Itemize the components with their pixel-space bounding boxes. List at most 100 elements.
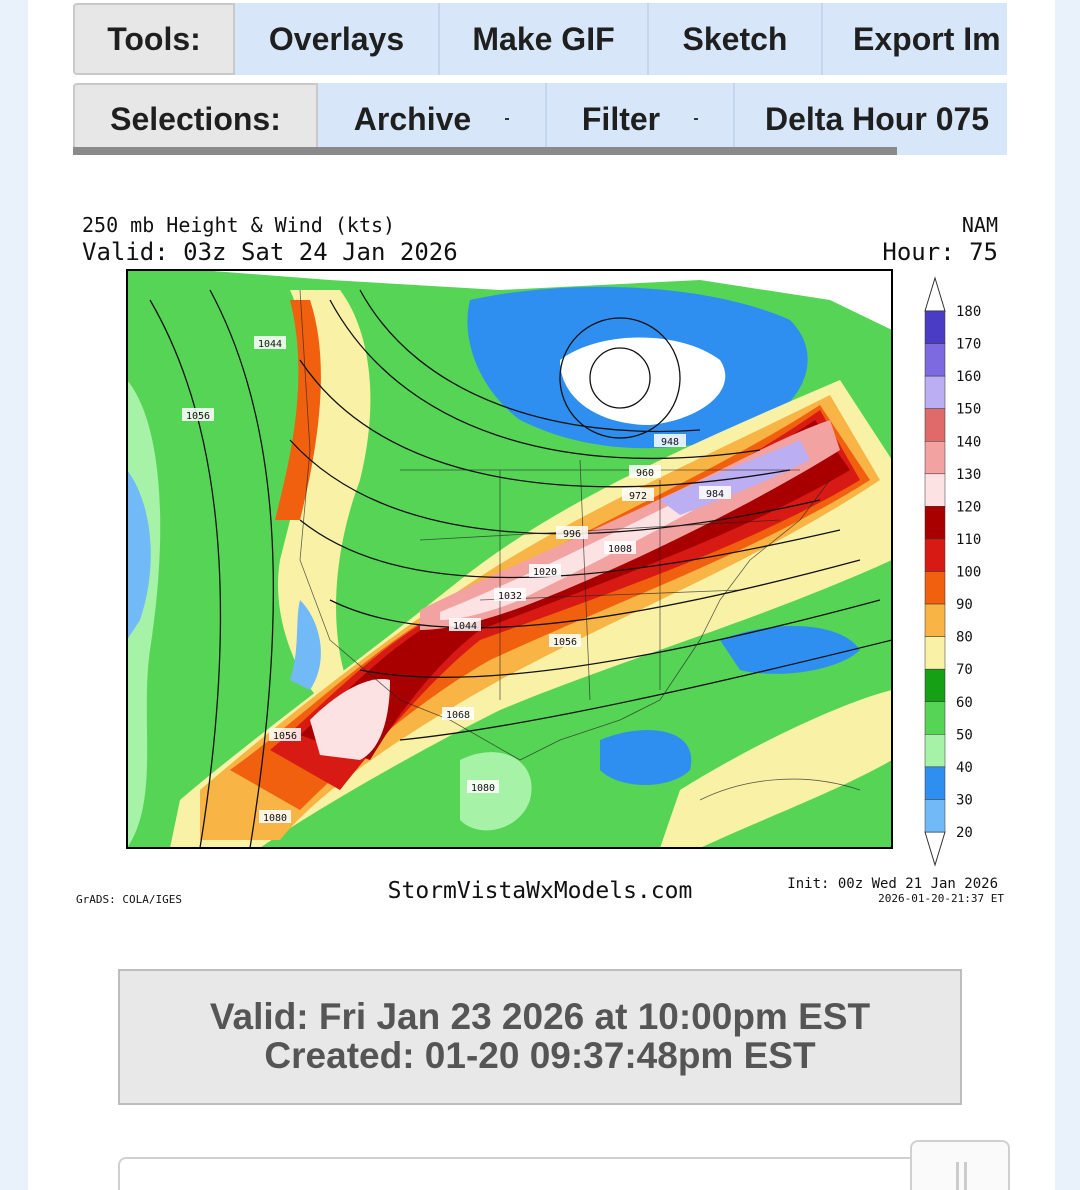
contour-label-bg: [254, 336, 286, 349]
colorbar-label: 110: [956, 532, 981, 548]
contour-label-bg: [442, 707, 474, 720]
colorbar-label: 90: [956, 597, 973, 613]
button[interactable]: Export Im: [823, 3, 1007, 75]
colorbar-segment: [924, 408, 946, 442]
contour-label: 1080: [471, 783, 495, 794]
colorbar-cap: [924, 831, 946, 867]
contour-label-bg: [182, 408, 214, 421]
panel: [118, 1157, 1008, 1190]
map-field: [127, 270, 892, 848]
colorbar-segment: [924, 506, 946, 540]
dropdown[interactable]: Filter: [547, 83, 735, 155]
contour-label: 1020: [533, 567, 557, 578]
colorbar-segment: [924, 603, 946, 637]
info-valid: Valid: Fri Jan 23 2026 at 10:00pm EST: [209, 996, 871, 1037]
colorbar-segment: [924, 734, 946, 768]
contour-label: 1008: [608, 544, 632, 555]
colorbar-segment: [924, 343, 946, 377]
dropdown-arrow: [694, 118, 699, 120]
colorbar-segment: [924, 571, 946, 605]
colorbar-segment: [924, 636, 946, 670]
grip: [964, 1162, 967, 1190]
contour-label: 1056: [553, 637, 577, 648]
colorbar-segment: [924, 766, 946, 800]
contour-label-bg: [529, 564, 561, 577]
colorbar-label: 140: [956, 434, 981, 450]
dropdown-label: Filter: [581, 100, 661, 137]
dropdown[interactable]: Archive: [318, 83, 547, 155]
colorbar-label: 30: [956, 792, 973, 808]
contour-label-bg: [259, 810, 291, 823]
contour-label-bg: [269, 728, 301, 741]
colorbar-cap: [924, 276, 946, 312]
contour-label-bg: [549, 634, 581, 647]
contour-label-bg: [494, 588, 526, 601]
colorbar-segment: [924, 441, 946, 475]
contour-label: 1068: [446, 710, 470, 721]
colorbar-label: 60: [956, 695, 973, 711]
colorbar-label: 70: [956, 662, 973, 678]
colorbar-label: 120: [956, 499, 981, 515]
button[interactable]: Sketch: [649, 3, 823, 75]
info-created: Created: 01-20 09:37:48pm EST: [264, 1035, 816, 1076]
contour-label: 1056: [273, 731, 297, 742]
colorbar-label: 40: [956, 760, 973, 776]
map-valid: Valid: 03z Sat 24 Jan 2026: [82, 238, 458, 266]
colorbar-label: 150: [956, 402, 981, 418]
colorbar-label: 130: [956, 467, 981, 483]
colorbar-segment: [924, 538, 946, 572]
contour-label: 960: [636, 468, 654, 479]
colorbar-label: 170: [956, 337, 981, 353]
colorbar-segment: [924, 799, 946, 833]
map-init: Init: 00z Wed 21 Jan 2026: [787, 876, 998, 892]
contour-label-bg: [622, 488, 654, 501]
contour-label: 984: [706, 489, 724, 500]
button[interactable]: Delta Hour 075: [735, 83, 1007, 155]
button[interactable]: Overlays: [235, 3, 440, 75]
info-box: Valid: Fri Jan 23 2026 at 10:00pm EST Cr…: [118, 969, 962, 1105]
colorbar-label: 160: [956, 369, 981, 385]
contour-label: 996: [563, 529, 581, 540]
contour-label-bg: [629, 465, 661, 478]
selections-label: Selections:: [73, 83, 318, 155]
colorbar-label: 80: [956, 630, 973, 646]
map-site: StormVistaWxModels.com: [388, 878, 693, 904]
map-credit: GrADS: COLA/IGES: [76, 893, 182, 906]
scrollbar: [73, 147, 897, 155]
map-model: NAM: [962, 213, 998, 237]
colorbar-label: 100: [956, 565, 981, 581]
map-title: 250 mb Height & Wind (kts): [82, 213, 395, 237]
contour-label: 972: [629, 491, 647, 502]
contour-label-bg: [556, 526, 588, 539]
contour-label-bg: [699, 486, 731, 499]
contour-label-bg: [654, 434, 686, 447]
colorbar-segment: [924, 375, 946, 409]
contour-label: 1044: [258, 339, 282, 350]
map-frame: [126, 269, 893, 849]
grip: [956, 1162, 959, 1190]
panel-handle[interactable]: [910, 1140, 1010, 1190]
colorbar-segment: [924, 473, 946, 507]
contour-label: 1056: [186, 411, 210, 422]
contour-label-bg: [449, 618, 481, 631]
dropdown-label: Archive: [353, 100, 472, 137]
selections-row: Selections: Archive Filter Delta Hour 07…: [73, 83, 1007, 155]
map-timestamp: 2026-01-20-21:37 ET: [878, 892, 1004, 905]
colorbar-segment: [924, 701, 946, 735]
contour-label-bg: [604, 541, 636, 554]
map-hour: Hour: 75: [882, 238, 998, 266]
contour-label: 1044: [453, 621, 477, 632]
contour-label: 1032: [498, 591, 522, 602]
tools-row: Tools: Overlays Make GIF Sketch Export I…: [73, 3, 1007, 75]
contour-label: 948: [661, 437, 679, 448]
colorbar-label: 20: [956, 825, 973, 841]
tools-label: Tools:: [73, 3, 235, 75]
colorbar-segment: [924, 668, 946, 702]
contour-label-bg: [467, 780, 499, 793]
colorbar-label: 180: [956, 304, 981, 320]
contour-label: 1080: [263, 813, 287, 824]
colorbar-segment: [924, 310, 946, 344]
weather-map: 250 mb Height & Wind (kts) Valid: 03z Sa…: [76, 213, 1004, 906]
button[interactable]: Make GIF: [440, 3, 649, 75]
